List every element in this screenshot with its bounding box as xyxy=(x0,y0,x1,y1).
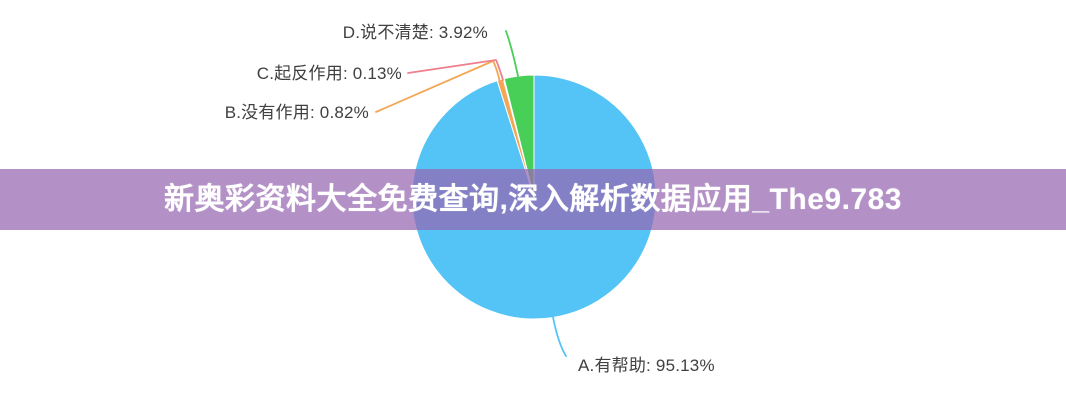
label-line-d xyxy=(505,30,519,77)
pie-label-b: B.没有作用: 0.82% xyxy=(224,103,369,122)
banner-title-text: 新奥彩资料大全免费查询,深入解析数据应用_The9.783 xyxy=(164,183,902,216)
pie-label-d: D.说不清楚: 3.92% xyxy=(342,23,488,42)
pie-slice-d[interactable] xyxy=(503,74,535,198)
label-line-c xyxy=(407,59,504,81)
label-line-a xyxy=(552,316,567,357)
title-banner-overlay[interactable]: 新奥彩资料大全免费查询,深入解析数据应用_The9.783 xyxy=(0,169,1066,230)
pie-label-c: C.起反作用: 0.13% xyxy=(256,64,402,83)
pie-label-a: A.有帮助: 95.13% xyxy=(578,356,715,375)
label-lines xyxy=(375,30,567,357)
